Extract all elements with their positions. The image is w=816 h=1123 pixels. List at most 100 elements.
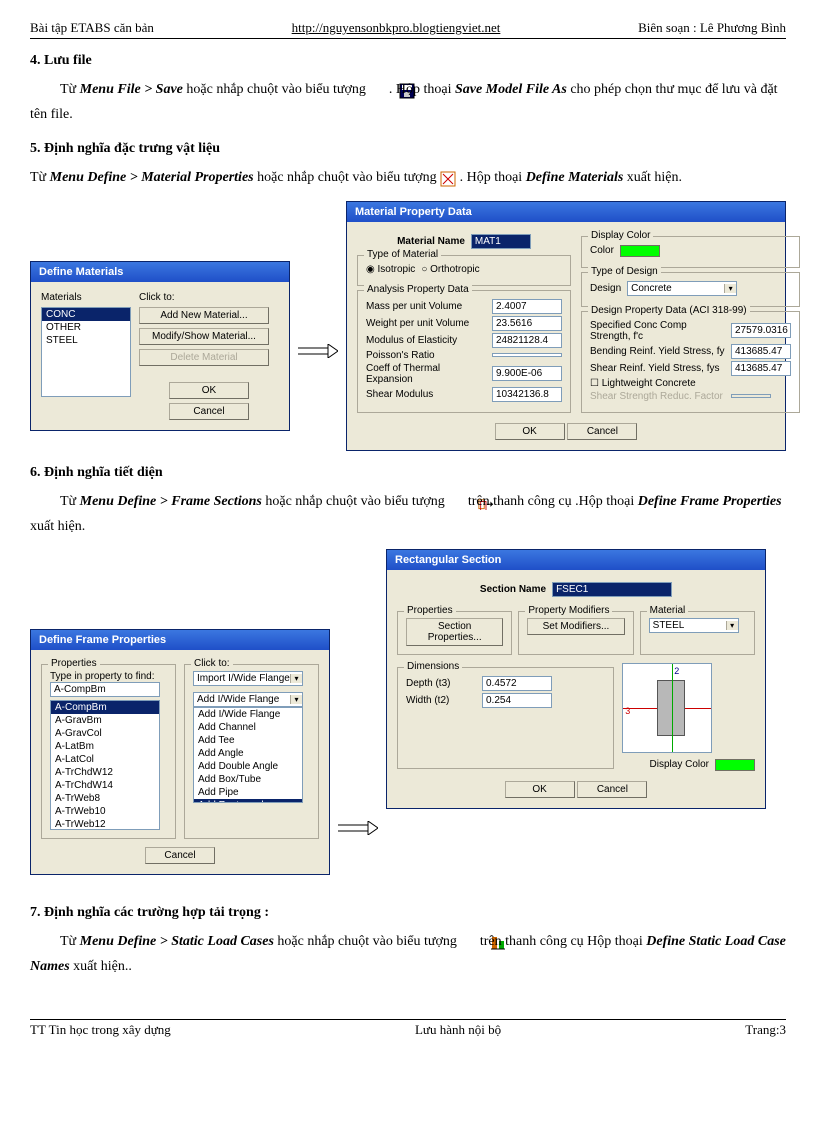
page-header: Bài tập ETABS căn bản http://nguyensonbk… xyxy=(30,20,786,39)
section-diagram: 2 3 xyxy=(622,663,712,753)
ok-button[interactable]: OK xyxy=(495,423,565,440)
add-combo[interactable]: Add I/Wide Flange▾ xyxy=(193,692,303,707)
ssrf-input xyxy=(731,394,771,398)
isotropic-radio[interactable]: ◉ Isotropic xyxy=(366,264,415,275)
depth-input[interactable]: 0.4572 xyxy=(482,676,552,691)
analysis-property-group: Analysis Property Data Mass per unit Vol… xyxy=(357,290,571,413)
list-item[interactable]: A-CompBm xyxy=(51,701,159,714)
color-swatch[interactable] xyxy=(620,245,660,257)
width-input[interactable]: 0.254 xyxy=(482,693,552,708)
material-combo[interactable]: STEEL▾ xyxy=(649,618,739,633)
materials-label: Materials xyxy=(41,292,131,303)
section-4-body: Từ Menu File > Save hoặc nhắp chuột vào … xyxy=(30,77,786,127)
materials-listbox[interactable]: CONC OTHER STEEL xyxy=(41,307,131,397)
material-group: Material STEEL▾ xyxy=(640,611,755,655)
cte-input[interactable]: 9.900E-06 xyxy=(492,366,562,381)
properties-group: Properties Type in property to find: A-C… xyxy=(41,664,176,839)
property-find-input[interactable] xyxy=(50,682,160,697)
lwc-checkbox[interactable]: ☐ Lightweight Concrete xyxy=(590,378,696,389)
list-item[interactable]: Add Channel xyxy=(194,721,302,734)
section-4-title: 4. Lưu file xyxy=(30,53,786,69)
section-6-title: 6. Định nghĩa tiết diện xyxy=(30,465,786,481)
list-item[interactable]: Add Double Angle xyxy=(194,760,302,773)
add-dropdown-list[interactable]: Add I/Wide Flange Add Channel Add Tee Ad… xyxy=(193,707,303,803)
footer-left: TT Tin học trong xây dựng xyxy=(30,1022,171,1038)
list-item[interactable]: Add Pipe xyxy=(194,786,302,799)
list-item[interactable]: CONC xyxy=(42,308,130,321)
mass-input[interactable]: 2.4007 xyxy=(492,299,562,314)
mod-e-input[interactable]: 24821128.4 xyxy=(492,333,562,348)
poisson-input[interactable] xyxy=(492,353,562,357)
list-item[interactable]: Add I/Wide Flange xyxy=(194,708,302,721)
list-item[interactable]: Add Angle xyxy=(194,747,302,760)
list-item[interactable]: A-TrWeb12 xyxy=(51,818,159,830)
header-center: http://nguyensonbkpro.blogtiengviet.net xyxy=(292,20,501,36)
define-materials-dialog: Define Materials Materials CONC OTHER ST… xyxy=(30,261,290,431)
define-frame-titlebar: Define Frame Properties xyxy=(31,630,329,650)
properties-group: Properties Section Properties... xyxy=(397,611,512,655)
list-item[interactable]: A-TrChdW14 xyxy=(51,779,159,792)
list-item[interactable]: A-TrWeb10 xyxy=(51,805,159,818)
section-name-input[interactable]: FSEC1 xyxy=(552,582,672,597)
delete-material-button: Delete Material xyxy=(139,349,269,366)
cancel-button[interactable]: Cancel xyxy=(567,423,637,440)
list-item[interactable]: A-GravCol xyxy=(51,727,159,740)
section-5-title: 5. Định nghĩa đặc trưng vật liệu xyxy=(30,141,786,157)
list-item[interactable]: A-LatBm xyxy=(51,740,159,753)
arrow-icon xyxy=(338,821,378,835)
rectangular-section-dialog: Rectangular Section Section Name FSEC1 P… xyxy=(386,549,766,809)
section-6-body: Từ Menu Define > Frame Sections hoặc nhắ… xyxy=(30,489,786,539)
cancel-button[interactable]: Cancel xyxy=(145,847,215,864)
header-right: Biên soạn : Lê Phương Bình xyxy=(638,20,786,36)
header-left: Bài tập ETABS căn bản xyxy=(30,20,154,36)
list-item[interactable]: A-TrChdW12 xyxy=(51,766,159,779)
cancel-button[interactable]: Cancel xyxy=(169,403,249,420)
add-material-button[interactable]: Add New Material... xyxy=(139,307,269,324)
weight-input[interactable]: 23.5616 xyxy=(492,316,562,331)
list-item[interactable]: A-GravBm xyxy=(51,714,159,727)
dimensions-group: Dimensions Depth (t3)0.4572 Width (t2)0.… xyxy=(397,667,614,769)
shear-input[interactable]: 10342136.8 xyxy=(492,387,562,402)
fys-input[interactable]: 413685.47 xyxy=(731,361,791,376)
list-item[interactable]: Add Rectangular xyxy=(194,799,302,803)
clickto-group: Click to: Import I/Wide Flange▾ Add I/Wi… xyxy=(184,664,319,839)
arrow-icon xyxy=(298,344,338,358)
orthotropic-radio[interactable]: ○ Orthotropic xyxy=(421,264,479,275)
design-combo[interactable]: Concrete▾ xyxy=(627,281,737,296)
material-name-label: Material Name xyxy=(397,236,465,247)
modifiers-group: Property Modifiers Set Modifiers... xyxy=(518,611,633,655)
clickto-label: Click to: xyxy=(139,292,279,303)
dialogs-row-1: Define Materials Materials CONC OTHER ST… xyxy=(30,201,786,451)
modify-material-button[interactable]: Modify/Show Material... xyxy=(139,328,269,345)
list-item[interactable]: A-LatCol xyxy=(51,753,159,766)
list-item[interactable]: Add Tee xyxy=(194,734,302,747)
fy-input[interactable]: 413685.47 xyxy=(731,344,791,359)
define-frame-dialog: Define Frame Properties Properties Type … xyxy=(30,629,330,875)
list-item[interactable]: A-TrWeb8 xyxy=(51,792,159,805)
list-item[interactable]: Add Box/Tube xyxy=(194,773,302,786)
material-name-input[interactable]: MAT1 xyxy=(471,234,531,249)
material-property-dialog: Material Property Data Material Name MAT… xyxy=(346,201,786,451)
section-5-body: Từ Menu Define > Material Properties hoặ… xyxy=(30,165,786,190)
list-item[interactable]: STEEL xyxy=(42,334,130,347)
fc-input[interactable]: 27579.0316 xyxy=(731,323,791,338)
section-7-body: Từ Menu Define > Static Load Cases hoặc … xyxy=(30,929,786,979)
cancel-button[interactable]: Cancel xyxy=(577,781,647,798)
material-property-titlebar: Material Property Data xyxy=(347,202,785,222)
ok-button[interactable]: OK xyxy=(169,382,249,399)
material-icon xyxy=(440,171,456,185)
properties-listbox[interactable]: A-CompBm A-GravBm A-GravCol A-LatBm A-La… xyxy=(50,700,160,830)
footer-right: Trang:3 xyxy=(745,1022,786,1038)
set-modifiers-button[interactable]: Set Modifiers... xyxy=(527,618,624,635)
page-footer: TT Tin học trong xây dựng Lưu hành nội b… xyxy=(30,1019,786,1038)
ok-button[interactable]: OK xyxy=(505,781,575,798)
section-properties-button[interactable]: Section Properties... xyxy=(406,618,503,646)
rectangular-section-titlebar: Rectangular Section xyxy=(387,550,765,570)
list-item[interactable]: OTHER xyxy=(42,321,130,334)
frame-section-icon xyxy=(448,494,464,508)
import-combo[interactable]: Import I/Wide Flange▾ xyxy=(193,671,303,686)
section-7-title: 7. Định nghĩa các trường hợp tải trọng : xyxy=(30,905,786,921)
section-name-label: Section Name xyxy=(480,584,546,595)
type-of-material-group: Type of Material ◉ Isotropic ○ Orthotrop… xyxy=(357,255,571,286)
color-swatch[interactable] xyxy=(715,759,755,771)
